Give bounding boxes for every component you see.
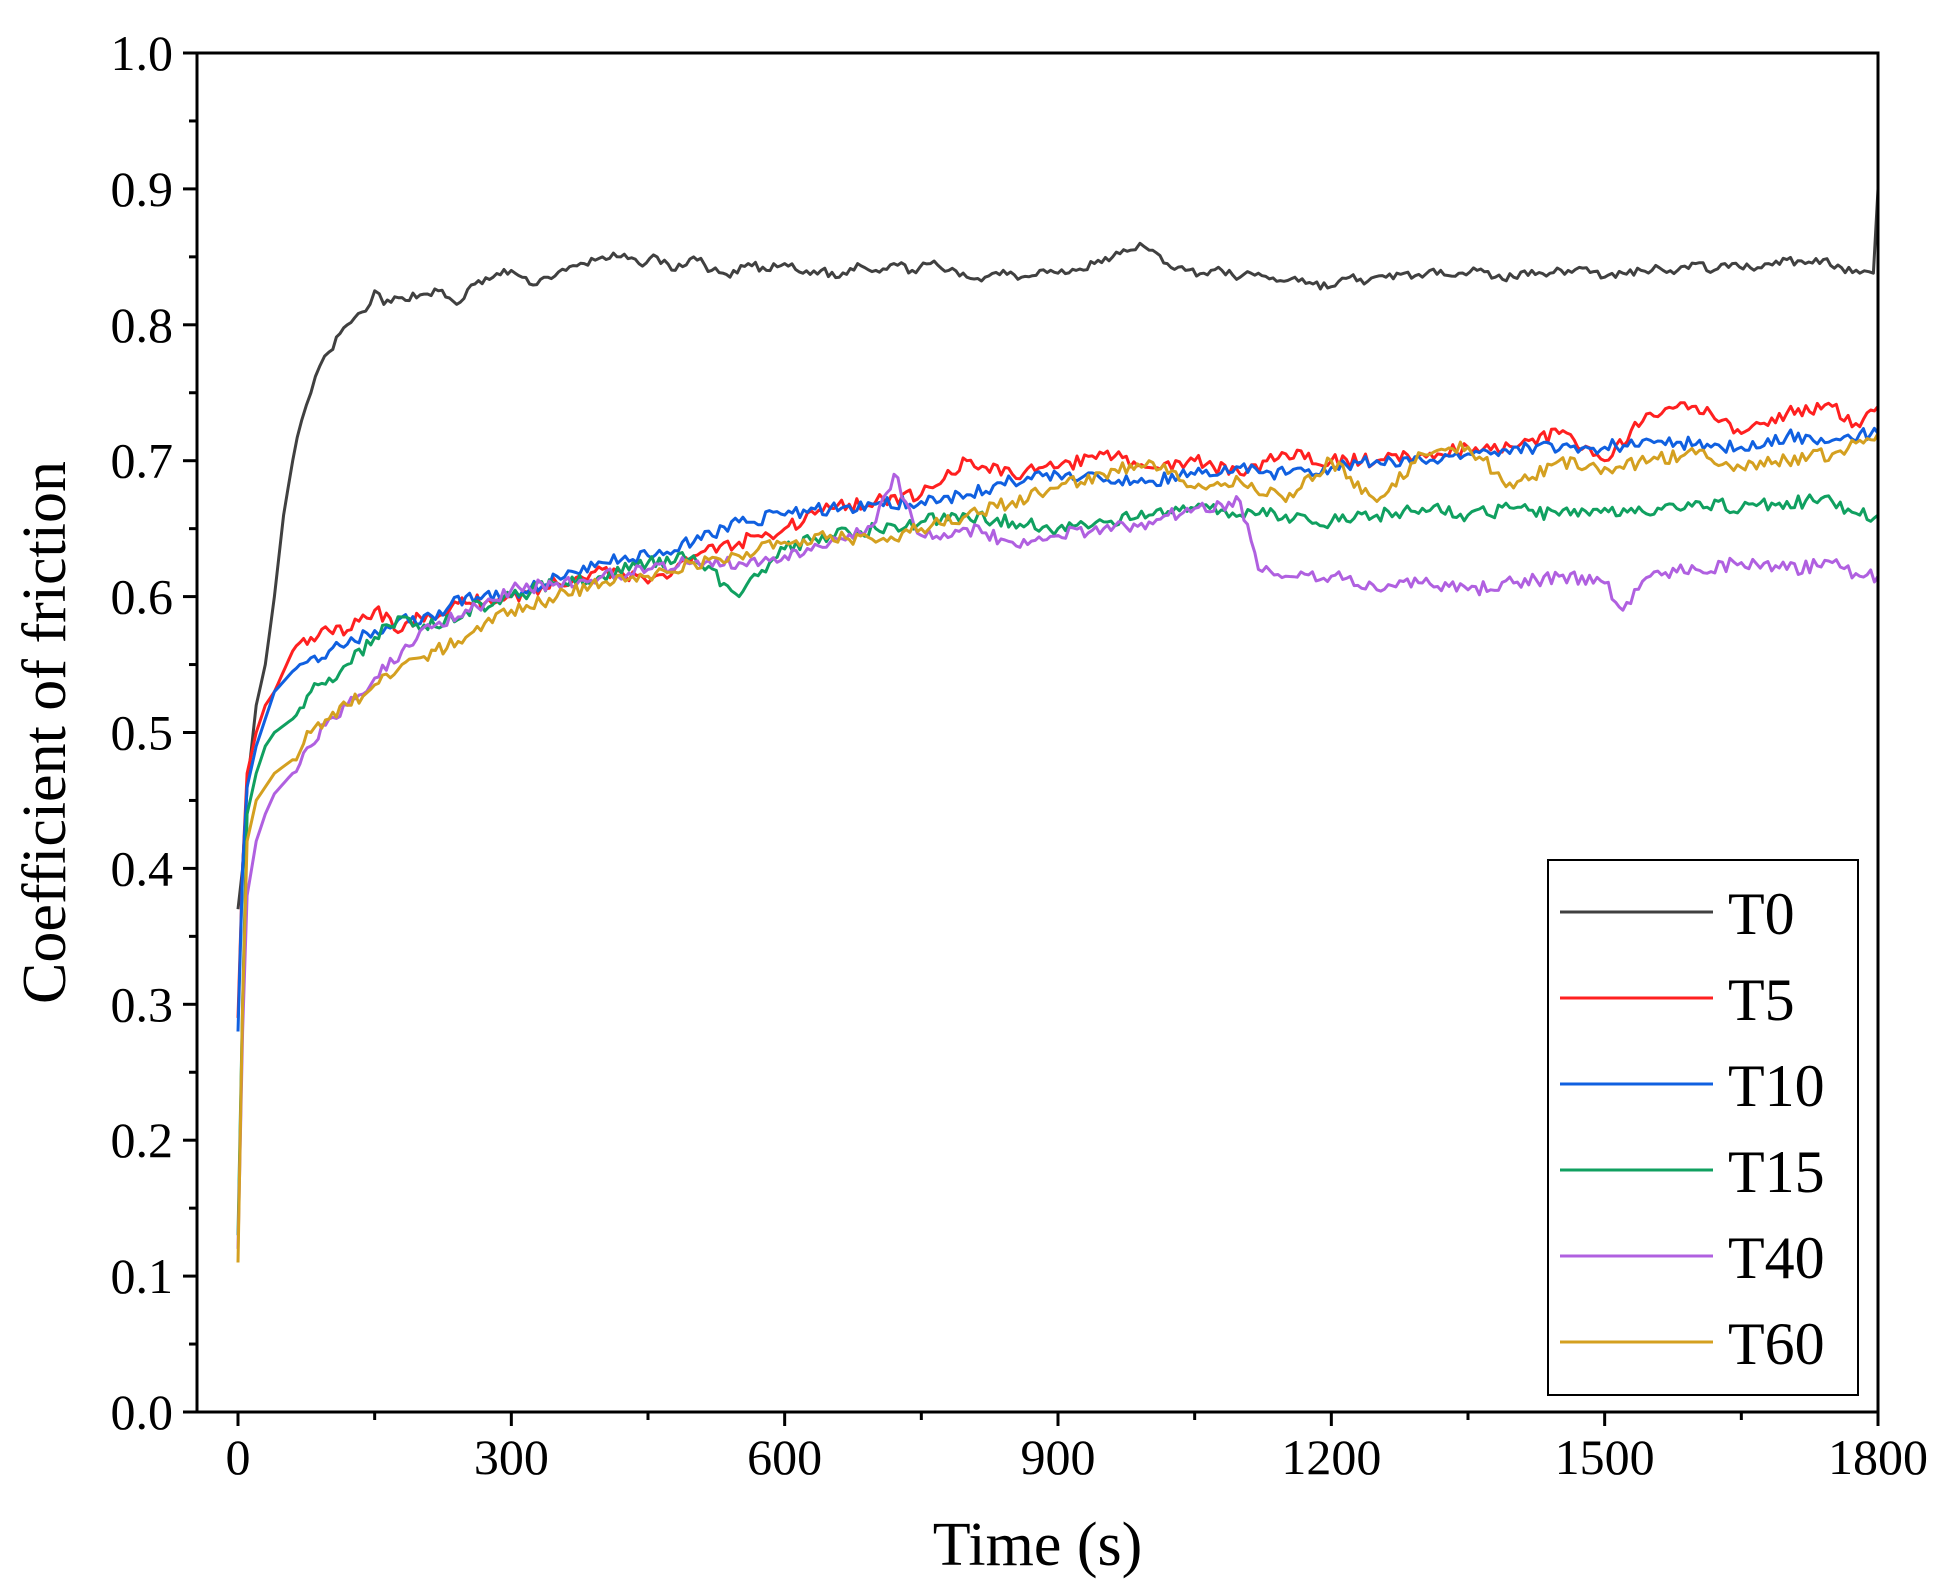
y-tick-label: 0.8: [111, 297, 174, 353]
y-tick-label: 1.0: [111, 25, 174, 81]
x-tick-label: 0: [226, 1429, 251, 1485]
y-tick-label: 0.3: [111, 976, 174, 1032]
x-tick-label: 300: [474, 1429, 549, 1485]
x-tick-label: 1200: [1281, 1429, 1381, 1485]
x-tick-label: 1500: [1555, 1429, 1655, 1485]
y-tick-label: 0.9: [111, 161, 174, 217]
legend-box: [1547, 859, 1859, 1396]
y-tick-label: 0.7: [111, 433, 174, 489]
series-line-t40: [236, 472, 1880, 1249]
series-line-t15: [236, 493, 1879, 1236]
y-tick-label: 0.6: [111, 569, 174, 625]
y-axis-label: Coefficient of friction: [11, 461, 79, 1004]
series-line-t60: [236, 432, 1880, 1263]
x-tick-label: 900: [1021, 1429, 1096, 1485]
y-tick-label: 0.1: [111, 1248, 174, 1304]
legend-label-t60: T60: [1728, 1311, 1825, 1377]
x-tick-label: 1800: [1828, 1429, 1928, 1485]
legend: T0 T5 T10 T15 T40 T60: [1547, 859, 1859, 1396]
legend-label-t15: T15: [1728, 1139, 1825, 1205]
legend-label-t5: T5: [1728, 967, 1795, 1033]
y-tick-label: 0.5: [111, 705, 174, 761]
x-axis-label: Time (s): [933, 1511, 1143, 1579]
axes-layer: 0 300 600 900 1200 1500 1800 0.0 0.1 0.2 0.3 0.4 0.5…: [11, 25, 1928, 1579]
series-line-t0: [236, 188, 1880, 910]
y-tick-label: 0.2: [111, 1112, 174, 1168]
y-tick-label: 0.4: [111, 840, 174, 896]
legend-label-t10: T10: [1728, 1053, 1825, 1119]
legend-label-t0: T0: [1728, 881, 1795, 947]
series-layer: [236, 188, 1880, 1263]
legend-label-t40: T40: [1728, 1225, 1825, 1291]
y-tick-label: 0.0: [111, 1384, 174, 1440]
x-tick-label: 600: [747, 1429, 822, 1485]
